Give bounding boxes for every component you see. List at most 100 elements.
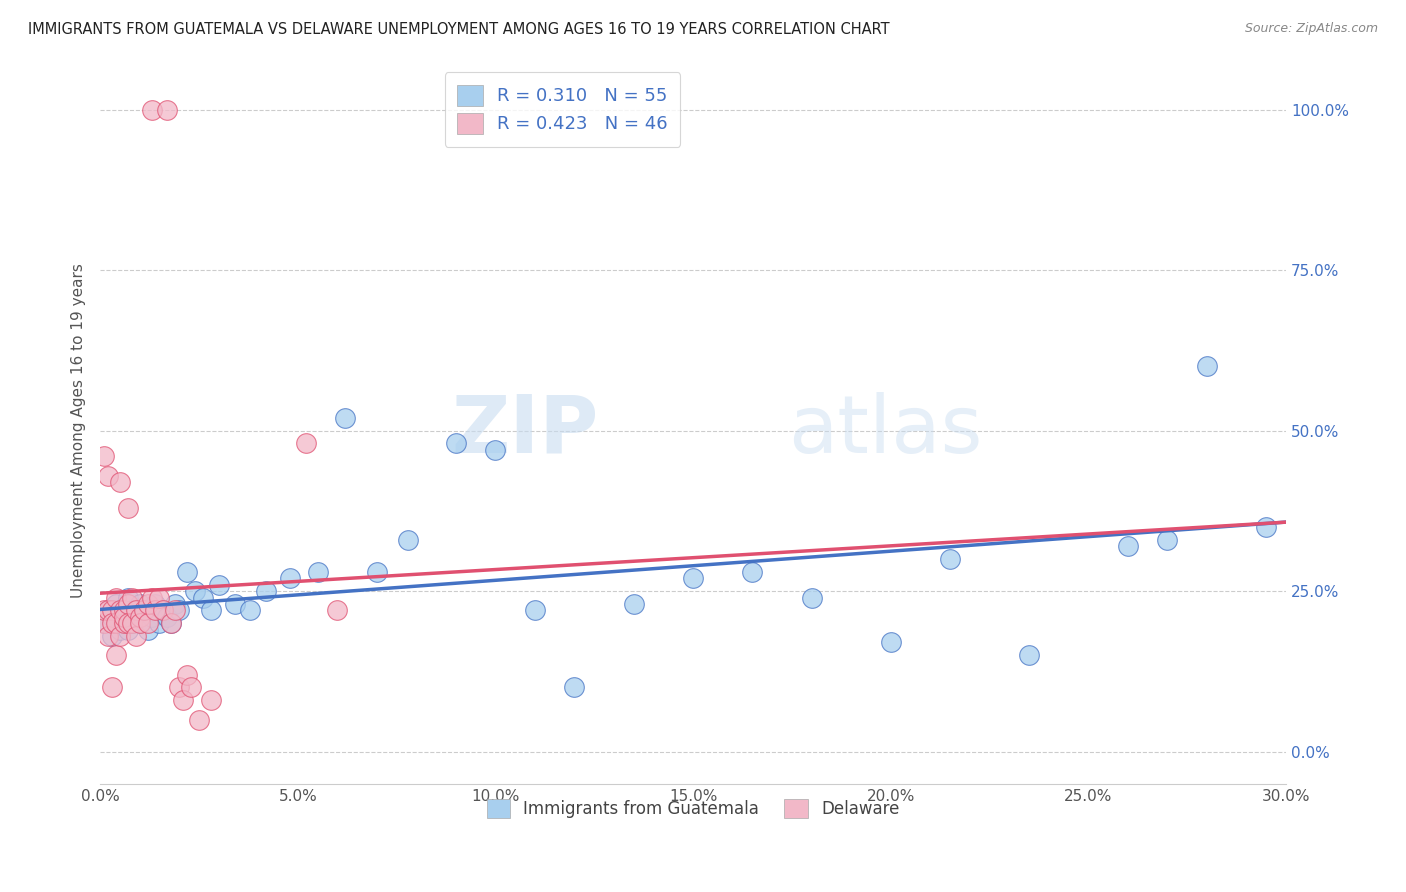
Point (1256, 520, 1278, 534)
Point (165, 603, 187, 617)
Point (741, 565, 763, 579)
Point (335, 410, 357, 425)
Text: atlas: atlas (787, 392, 983, 469)
Text: IMMIGRANTS FROM GUATEMALA VS DELAWARE UNEMPLOYMENT AMONG AGES 16 TO 19 YEARS COR: IMMIGRANTS FROM GUATEMALA VS DELAWARE UN… (28, 22, 890, 37)
Point (180, 681, 202, 695)
Point (97, 629, 120, 643)
Point (152, 603, 174, 617)
Point (108, 603, 131, 617)
Point (167, 603, 190, 617)
Point (112, 609, 135, 624)
Point (682, 571, 704, 585)
Point (104, 648, 127, 663)
Point (108, 603, 131, 617)
Point (101, 603, 124, 617)
Point (307, 565, 329, 579)
Point (148, 591, 170, 605)
Point (93, 616, 115, 631)
Point (112, 609, 135, 624)
Point (176, 667, 198, 681)
Point (141, 609, 163, 624)
Point (128, 597, 150, 611)
Point (145, 603, 167, 617)
Point (101, 629, 124, 643)
Point (148, 616, 170, 631)
Point (93, 616, 115, 631)
Point (132, 603, 155, 617)
Point (1195, 359, 1218, 374)
Point (623, 597, 645, 611)
Point (108, 629, 131, 643)
Point (160, 616, 183, 631)
Point (112, 603, 135, 617)
Point (1018, 648, 1040, 663)
Point (879, 635, 901, 649)
Point (136, 623, 159, 637)
Point (117, 616, 139, 631)
Point (141, 103, 163, 117)
Point (141, 591, 163, 605)
Point (167, 681, 190, 695)
Point (104, 597, 127, 611)
Point (156, 103, 179, 117)
Point (121, 603, 143, 617)
Point (101, 681, 124, 695)
Point (108, 475, 131, 489)
Point (160, 616, 183, 631)
Point (294, 436, 316, 450)
Point (121, 616, 143, 631)
Legend: Immigrants from Guatemala, Delaware: Immigrants from Guatemala, Delaware (479, 792, 905, 825)
Point (224, 597, 246, 611)
Point (93, 450, 115, 464)
Point (101, 609, 124, 624)
Point (366, 565, 388, 579)
Point (254, 584, 277, 599)
Point (176, 565, 198, 579)
Point (1116, 539, 1139, 553)
Point (398, 533, 420, 547)
Point (104, 591, 127, 605)
Point (152, 603, 174, 617)
Point (125, 629, 148, 643)
Y-axis label: Unemployment Among Ages 16 to 19 years: Unemployment Among Ages 16 to 19 years (72, 263, 86, 598)
Point (1156, 533, 1178, 547)
Point (136, 616, 159, 631)
Point (939, 552, 962, 566)
Point (117, 597, 139, 611)
Point (97, 468, 120, 483)
Point (172, 693, 194, 707)
Point (145, 597, 167, 611)
Point (125, 609, 148, 624)
Point (97, 603, 120, 617)
Point (444, 436, 467, 450)
Point (104, 616, 127, 631)
Point (200, 603, 222, 617)
Point (112, 616, 135, 631)
Point (117, 500, 139, 515)
Point (156, 609, 179, 624)
Point (200, 693, 222, 707)
Point (165, 597, 187, 611)
Point (208, 577, 231, 591)
Point (108, 623, 131, 637)
Text: Source: ZipAtlas.com: Source: ZipAtlas.com (1244, 22, 1378, 36)
Point (93, 603, 115, 617)
Point (104, 616, 127, 631)
Point (326, 603, 349, 617)
Point (128, 616, 150, 631)
Point (278, 571, 301, 585)
Point (187, 713, 209, 727)
Point (800, 591, 823, 605)
Point (191, 591, 214, 605)
Point (128, 609, 150, 624)
Point (117, 623, 139, 637)
Point (484, 442, 506, 457)
Text: ZIP: ZIP (451, 392, 598, 469)
Point (112, 616, 135, 631)
Point (239, 603, 262, 617)
Point (117, 591, 139, 605)
Point (132, 603, 155, 617)
Point (128, 616, 150, 631)
Point (184, 584, 207, 599)
Point (101, 616, 124, 631)
